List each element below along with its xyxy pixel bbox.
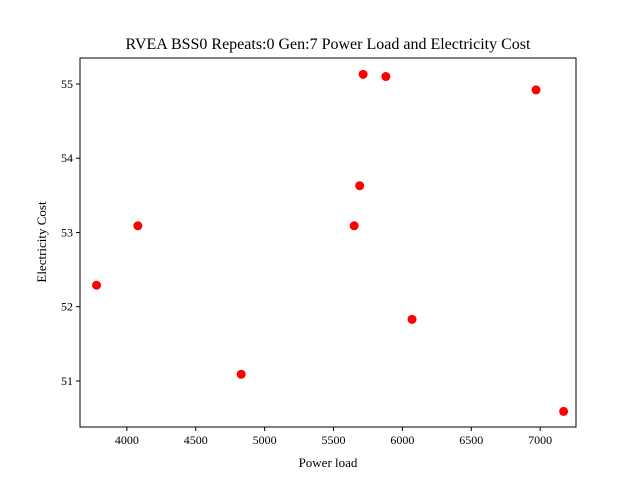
y-axis-label: Electricity Cost xyxy=(34,201,49,283)
x-tick-label: 4000 xyxy=(115,433,139,447)
x-tick-label: 7000 xyxy=(528,433,552,447)
data-point xyxy=(236,369,246,379)
y-tick-label: 51 xyxy=(61,374,73,388)
x-tick-label: 5500 xyxy=(322,433,346,447)
x-tick-label: 6500 xyxy=(459,433,483,447)
data-point xyxy=(559,406,569,416)
data-point xyxy=(358,69,368,79)
data-point xyxy=(355,181,365,191)
y-tick-label: 55 xyxy=(61,77,73,91)
data-point xyxy=(531,85,541,95)
plot-frame xyxy=(79,57,577,428)
x-axis-label: Power load xyxy=(299,455,358,470)
chart-title: RVEA BSS0 Repeats:0 Gen:7 Power Load and… xyxy=(126,36,531,53)
x-tick-label: 6000 xyxy=(390,433,414,447)
data-point xyxy=(349,221,359,231)
data-point xyxy=(407,314,417,324)
y-axis: 51 52 53 54 55 xyxy=(61,77,80,388)
y-tick-label: 53 xyxy=(61,225,73,239)
data-point xyxy=(133,221,143,231)
x-axis: 4000 4500 5000 5500 6000 6500 7000 xyxy=(115,427,552,447)
plot-area: 4000 4500 5000 5500 6000 6500 7000 51 52 53 54 55 xyxy=(61,57,577,447)
y-tick-label: 52 xyxy=(61,300,73,314)
x-tick-label: 5000 xyxy=(253,433,277,447)
x-tick-label: 4500 xyxy=(184,433,208,447)
y-tick-label: 54 xyxy=(61,151,73,165)
data-point xyxy=(92,280,102,290)
data-point xyxy=(381,72,391,82)
data-points xyxy=(92,69,569,416)
